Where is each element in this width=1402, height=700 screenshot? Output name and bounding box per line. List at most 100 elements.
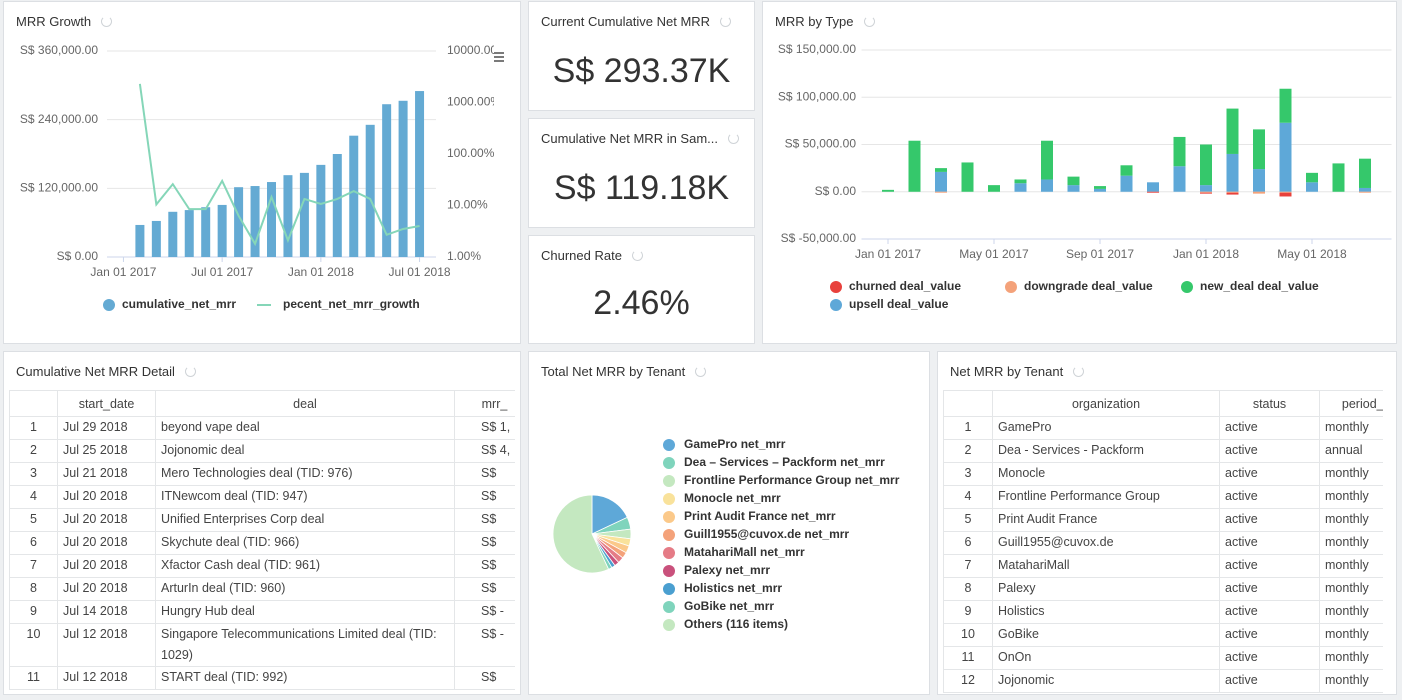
legend-label: Monocle net_mrr — [684, 491, 781, 505]
header-cell: start_date — [57, 390, 156, 417]
legend-label: Dea – Services – Packform net_mrr — [684, 455, 885, 469]
refresh-icon[interactable] — [863, 16, 875, 27]
table-head: start_date deal mrr_ — [9, 390, 515, 417]
cell: Skychute deal (TID: 966) — [155, 531, 455, 555]
cell: S$ - — [454, 600, 515, 624]
cell: S$ — [454, 666, 515, 690]
bar-segment — [1226, 153, 1239, 192]
refresh-icon[interactable] — [728, 133, 739, 144]
header-cell — [943, 390, 993, 417]
table-body: 1 GamePro active monthly 2 Dea - Services - P… — [943, 416, 1383, 693]
legend-marker — [663, 547, 675, 559]
bar — [234, 187, 244, 257]
refresh-icon[interactable] — [631, 250, 643, 261]
bar-segment — [1279, 88, 1292, 123]
table: start_date deal mrr_ 1 Jul 29 2018 beyond vap… — [9, 390, 515, 690]
refresh-icon[interactable] — [1073, 366, 1085, 377]
cell: Jul 14 2018 — [57, 600, 156, 624]
cell: Jul 29 2018 — [57, 416, 156, 440]
cell: active — [1219, 439, 1320, 463]
row-index: 10 — [9, 623, 58, 667]
table-row: 2 Dea - Services - Packform active annual — [943, 439, 1383, 463]
bar — [250, 186, 260, 257]
bar — [332, 154, 342, 257]
title-text: Current Cumulative Net MRR — [541, 14, 711, 29]
y-tick-label: S$ 50,000.00 — [785, 137, 857, 151]
cell: S$ - — [454, 623, 515, 667]
cell: S$ — [454, 485, 515, 509]
bar — [365, 124, 375, 257]
bar-segment — [1279, 122, 1292, 192]
kpi-value: 2.46% — [593, 284, 690, 322]
pie-panel: GamePro net_mrr Dea – Services – Packform… — [528, 351, 930, 695]
x-tick-label: Jan 01 2017 — [90, 265, 156, 279]
cell: monthly — [1319, 462, 1383, 486]
cell: Jul 12 2018 — [57, 623, 156, 667]
menu-icon[interactable] — [494, 52, 504, 62]
chart: S$ 0.00 S$ 120,000.00 S$ 240,000.00 S$ 360,… — [20, 43, 504, 311]
bar-segment — [1200, 185, 1212, 192]
legend-marker — [663, 601, 675, 613]
legend-marker — [663, 583, 675, 595]
cell: monthly — [1319, 669, 1383, 693]
legend-marker — [663, 529, 675, 541]
header-cell: deal — [155, 390, 455, 417]
bar — [184, 210, 194, 257]
table-row: 7 Jul 20 2018 Xfactor Cash deal (TID: 961)… — [9, 554, 515, 578]
row-index: 5 — [9, 508, 58, 532]
cell: Holistics — [992, 600, 1220, 624]
legend-marker — [663, 457, 675, 469]
cell: Jul 21 2018 — [57, 462, 156, 486]
bar-segment — [1306, 172, 1318, 183]
x-tick-label: Jul 01 2018 — [389, 265, 451, 279]
bar-segment — [882, 189, 894, 192]
bar-segment — [935, 171, 947, 192]
refresh-icon[interactable] — [720, 16, 732, 27]
mrr-growth-panel: S$ 0.00 S$ 120,000.00 S$ 240,000.00 S$ 360,… — [3, 1, 521, 344]
y-tick-label: S$ 360,000.00 — [20, 43, 98, 57]
refresh-icon[interactable] — [184, 366, 196, 377]
bar-segment — [1253, 169, 1265, 192]
legend-marker — [663, 439, 675, 451]
panel-title: Cumulative Net MRR in Sam... — [541, 131, 739, 146]
refresh-icon[interactable] — [695, 366, 707, 377]
row-index: 4 — [9, 485, 58, 509]
cell: START deal (TID: 992) — [155, 666, 455, 690]
chart: S$ -50,000.00 S$ 0.00 S$ 50,000.00 S$ 100,0… — [778, 42, 1392, 311]
bar-segment — [1041, 140, 1053, 180]
cell: beyond vape deal — [155, 416, 455, 440]
title-text: Cumulative Net MRR Detail — [16, 364, 175, 379]
cell: active — [1219, 669, 1320, 693]
legend-marker — [1181, 281, 1193, 293]
cell: Mero Technologies deal (TID: 976) — [155, 462, 455, 486]
bar-segment — [1332, 163, 1345, 192]
legend-marker — [663, 565, 675, 577]
cell: active — [1219, 416, 1320, 440]
bar-segment — [908, 140, 921, 192]
bar-segment — [1200, 144, 1212, 186]
title-text: Cumulative Net MRR in Sam... — [541, 131, 718, 146]
tenant-table-panel: Net MRR by Tenant organization status peri… — [937, 351, 1397, 695]
y-tick-label: S$ 100,000.00 — [778, 89, 856, 103]
header-row: organization status period_t — [943, 390, 1383, 417]
legend-marker — [830, 299, 842, 311]
title-text: Net MRR by Tenant — [950, 364, 1064, 379]
panel-title: Total Net MRR by Tenant — [541, 364, 707, 379]
bar — [135, 224, 145, 257]
panel-title: Current Cumulative Net MRR — [541, 14, 732, 29]
y2-axis: 1.00% 10.00% 100.00% 1000.00% 10000.00% — [447, 43, 501, 263]
title-text: MRR by Type — [775, 14, 854, 29]
cell: monthly — [1319, 646, 1383, 670]
y2-tick-label: 1000.00% — [447, 95, 501, 109]
bar-segment — [1279, 192, 1292, 197]
x-tick-label: May 01 2018 — [1277, 247, 1347, 261]
panel-title: Net MRR by Tenant — [950, 364, 1085, 379]
cell: active — [1219, 531, 1320, 555]
header-cell: period_t — [1319, 390, 1383, 417]
table-row: 11 OnOn active monthly — [943, 646, 1383, 670]
bar — [415, 91, 425, 257]
refresh-icon[interactable] — [101, 16, 113, 27]
legend-marker — [663, 619, 675, 631]
